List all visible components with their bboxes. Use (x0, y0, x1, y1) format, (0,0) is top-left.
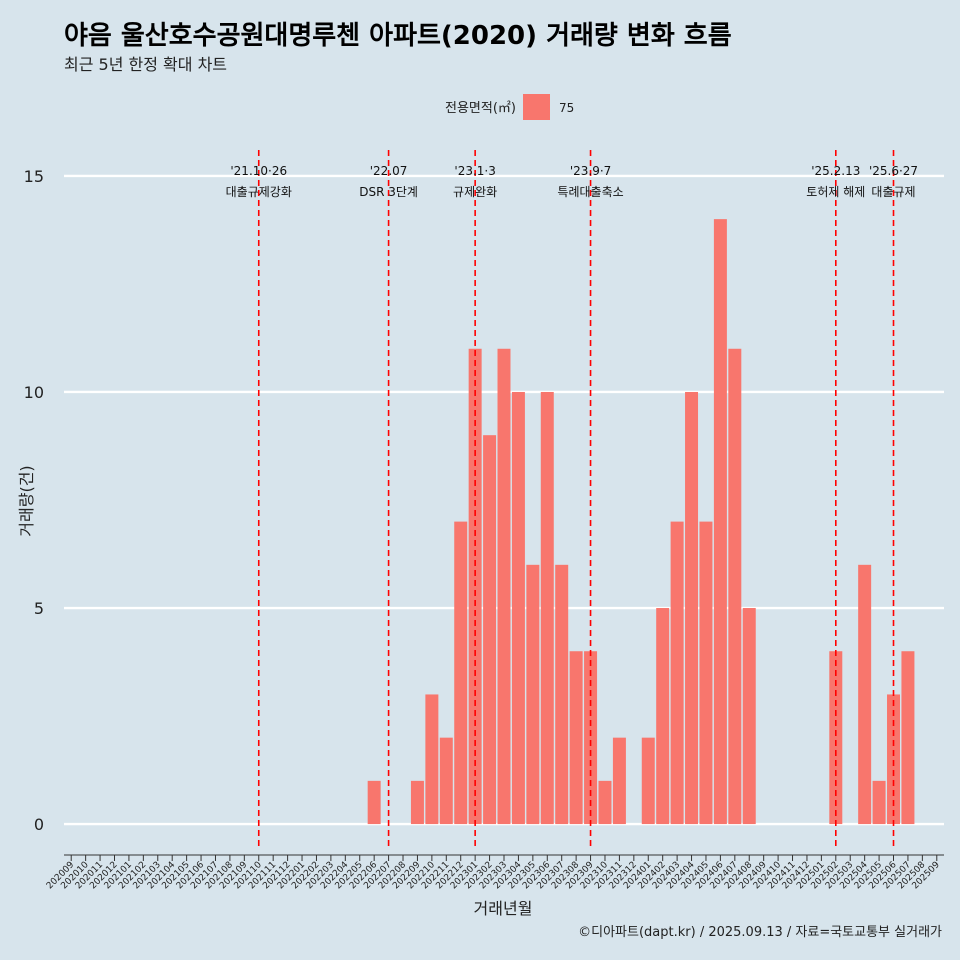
bars (367, 219, 915, 825)
bar-202310 (598, 780, 612, 825)
event-date-label: '22.07 (370, 164, 408, 178)
y-tick-label: 5 (34, 599, 44, 618)
legend-title: 전용면적(㎡) (445, 101, 516, 116)
bar-202507 (901, 651, 915, 825)
bar-202302 (483, 435, 497, 825)
y-tick-label: 0 (34, 815, 44, 834)
bar-202301 (468, 348, 482, 825)
bar-202502 (829, 651, 843, 825)
chart-subtitle: 최근 5년 한정 확대 차트 (64, 55, 227, 74)
event-date-label: '25.2.13 (811, 164, 860, 178)
event-date-label: '25.6·27 (869, 164, 918, 178)
event-date-label: '21.10·26 (230, 164, 287, 178)
bar-202408 (742, 608, 756, 825)
event-text-label: 대출규제강화 (226, 185, 292, 199)
bar-202304 (511, 391, 525, 825)
chart-title: 야음 울산호수공원대명루첸 아파트(2020) 거래량 변화 흐름 (64, 21, 732, 51)
bar-202303 (497, 348, 511, 825)
bar-202306 (540, 391, 554, 825)
bar-202308 (569, 651, 583, 825)
bar-202407 (728, 348, 742, 825)
bar-202212 (454, 521, 468, 825)
bar-202406 (713, 219, 727, 825)
bar-202307 (555, 564, 569, 825)
bar-202405 (699, 521, 713, 825)
bar-202211 (439, 737, 453, 825)
bar-202505 (872, 780, 886, 825)
y-axis-title: 거래량(건) (17, 465, 36, 536)
bar-202206 (367, 780, 381, 825)
event-text-label: 토허제 해제 (806, 185, 865, 199)
bar-202404 (685, 391, 699, 825)
y-tick-label: 15 (24, 167, 44, 186)
event-text-label: 대출규제 (871, 185, 915, 199)
chart-caption: ©디아파트(dapt.kr) / 2025.09.13 / 자료=국토교통부 실… (578, 925, 942, 940)
event-date-label: '23.1·3 (454, 164, 495, 178)
bar-202305 (526, 564, 540, 825)
x-axis-title: 거래년월 (474, 899, 533, 918)
legend: 전용면적(㎡) 75 (445, 94, 574, 120)
y-axis: 0 5 10 15 (24, 167, 44, 834)
bar-202402 (656, 608, 670, 825)
bar-202401 (641, 737, 655, 825)
event-date-label: '23.9·7 (570, 164, 611, 178)
bar-202309 (584, 651, 598, 825)
event-text-label: 규제완화 (453, 185, 497, 199)
event-text-label: 특례대출축소 (557, 185, 623, 199)
y-tick-label: 10 (24, 383, 44, 402)
bar-202506 (887, 694, 900, 825)
bar-202504 (858, 564, 872, 825)
legend-label-75: 75 (559, 101, 574, 115)
legend-key-75 (523, 94, 550, 120)
event-lines: '21.10·26 대출규제강화 '22.07 DSR 3단계 '23.1·3 규제완화 '… (226, 150, 918, 850)
event-text-label: DSR 3단계 (359, 185, 418, 199)
bar-202403 (670, 521, 684, 825)
bar-202209 (410, 780, 424, 825)
bar-202311 (612, 737, 626, 825)
bar-202210 (425, 694, 439, 825)
x-axis: 2020092020102020112020122021012021022021… (45, 854, 944, 891)
